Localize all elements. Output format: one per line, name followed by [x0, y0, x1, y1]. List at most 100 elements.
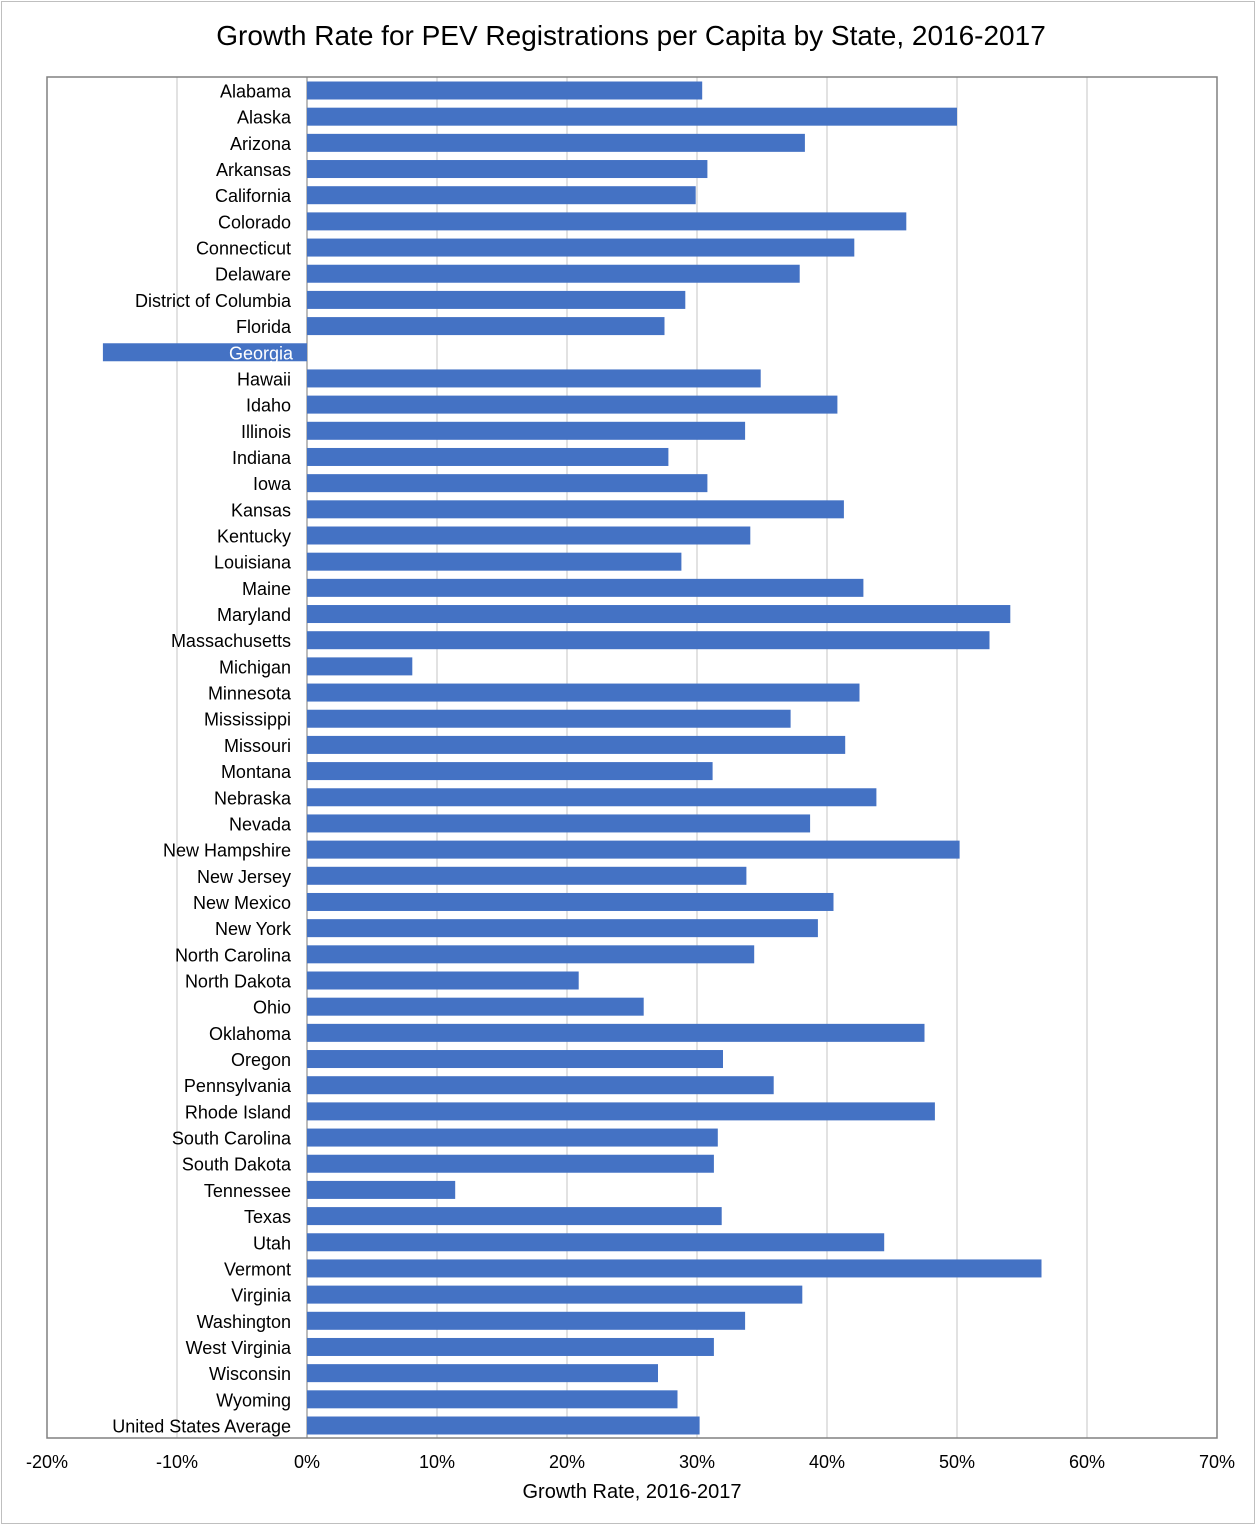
category-label: Colorado — [218, 212, 291, 232]
category-label: Hawaii — [237, 369, 291, 389]
category-label: California — [215, 186, 292, 206]
category-label: North Carolina — [175, 945, 292, 965]
category-label: Nevada — [229, 814, 292, 834]
category-label: Virginia — [231, 1286, 292, 1306]
bar — [307, 1180, 456, 1199]
bar — [307, 186, 696, 205]
category-label: Rhode Island — [185, 1102, 291, 1122]
bar — [307, 107, 957, 126]
category-label: Alabama — [220, 82, 292, 102]
x-tick-label: 0% — [294, 1452, 320, 1472]
bar — [307, 212, 907, 231]
bar — [307, 709, 791, 728]
x-tick-label: 30% — [679, 1452, 715, 1472]
category-label: Iowa — [253, 474, 292, 494]
category-label: Oregon — [231, 1050, 291, 1070]
bar — [307, 578, 864, 597]
category-label: North Dakota — [185, 972, 292, 992]
bar — [307, 631, 990, 650]
bar — [307, 657, 413, 676]
bar — [307, 735, 846, 754]
bar — [307, 1023, 925, 1042]
bar — [102, 343, 308, 362]
category-label: Vermont — [224, 1259, 291, 1279]
category-label: Kansas — [231, 500, 291, 520]
x-tick-labels: -20% -10% 0% 10% 20% 30% 40% 50% 60% 70% — [26, 1452, 1235, 1472]
category-label: Indiana — [232, 448, 292, 468]
bar — [307, 1285, 803, 1304]
bar — [307, 1207, 722, 1226]
category-label: Nebraska — [214, 788, 292, 808]
bar — [307, 264, 800, 283]
bar — [307, 1416, 700, 1435]
x-tick-label: 40% — [809, 1452, 845, 1472]
bar — [307, 526, 751, 545]
bar — [307, 81, 703, 100]
category-label: Massachusetts — [171, 631, 291, 651]
bar — [307, 1311, 746, 1330]
bar — [307, 395, 838, 414]
x-tick-label: 10% — [419, 1452, 455, 1472]
bars — [102, 81, 1042, 1435]
category-label: Florida — [236, 317, 292, 337]
bar — [307, 892, 834, 911]
category-label: Pennsylvania — [184, 1076, 292, 1096]
category-label: New Hampshire — [163, 841, 291, 861]
category-label: Maryland — [217, 605, 291, 625]
bar — [307, 369, 761, 388]
category-label: New York — [215, 919, 292, 939]
bar — [307, 919, 818, 938]
bar — [307, 788, 877, 807]
category-label: Idaho — [246, 396, 291, 416]
category-label: District of Columbia — [135, 291, 292, 311]
category-label: Louisiana — [214, 553, 292, 573]
bar — [307, 290, 686, 309]
category-label: Alaska — [237, 108, 292, 128]
bar — [307, 421, 746, 440]
bar — [307, 1154, 714, 1173]
category-label: Minnesota — [208, 684, 292, 704]
category-label: Illinois — [241, 422, 291, 442]
category-label: Wyoming — [216, 1390, 291, 1410]
bar — [307, 238, 855, 257]
bar — [307, 552, 682, 571]
category-label: Washington — [197, 1312, 291, 1332]
bar — [307, 683, 860, 702]
category-label: Arkansas — [216, 160, 291, 180]
bar — [307, 160, 708, 179]
category-label: Oklahoma — [209, 1024, 292, 1044]
category-label: Texas — [244, 1207, 291, 1227]
bar — [307, 1390, 678, 1409]
bar — [307, 1102, 935, 1121]
plot-area-border — [46, 76, 1218, 1439]
category-label: Arizona — [230, 134, 292, 154]
bar — [307, 1128, 718, 1147]
x-tick-label: -10% — [156, 1452, 198, 1472]
bar — [307, 1364, 658, 1383]
category-label: Tennessee — [204, 1181, 291, 1201]
bar — [307, 500, 844, 519]
bar — [307, 866, 747, 885]
bar — [307, 945, 755, 964]
bar — [307, 1050, 723, 1069]
bar — [307, 1076, 774, 1095]
category-label: Wisconsin — [209, 1364, 291, 1384]
bar — [307, 474, 708, 493]
category-label: Montana — [221, 762, 292, 782]
bar — [307, 447, 669, 466]
category-label: Kentucky — [217, 527, 291, 547]
x-tick-label: 70% — [1199, 1452, 1235, 1472]
x-tick-label: 50% — [939, 1452, 975, 1472]
bar — [307, 997, 644, 1016]
bar — [307, 840, 960, 859]
category-label: Mississippi — [204, 710, 291, 730]
category-label: Connecticut — [196, 239, 291, 259]
category-label: Ohio — [253, 998, 291, 1018]
category-label: South Dakota — [182, 1155, 292, 1175]
x-tick-label: -20% — [26, 1452, 68, 1472]
bar — [307, 814, 811, 833]
category-label: Missouri — [224, 736, 291, 756]
category-label: West Virginia — [186, 1338, 292, 1358]
category-label: New Jersey — [197, 867, 291, 887]
